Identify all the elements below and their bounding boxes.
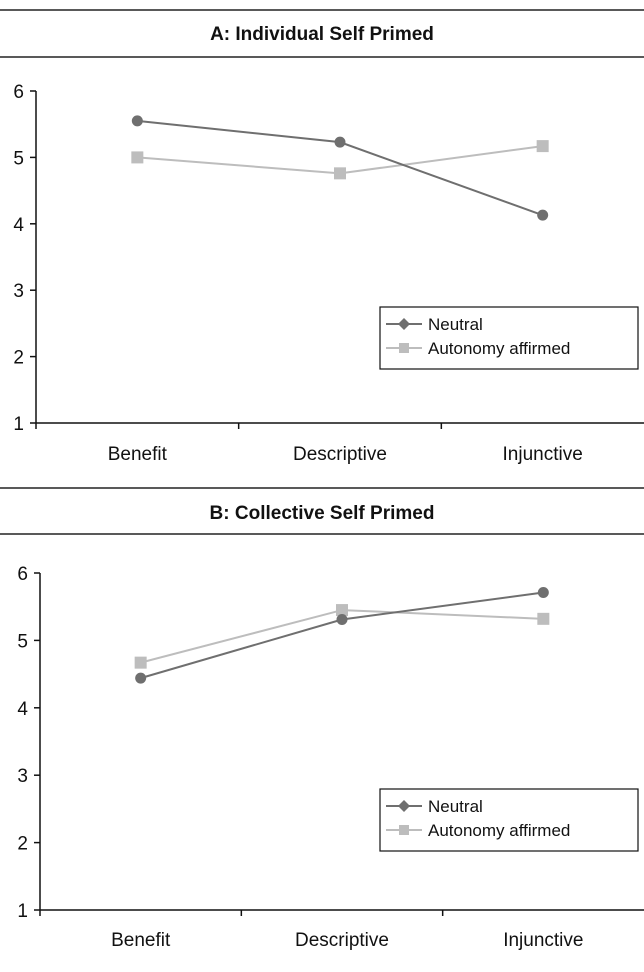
x-tick-label: Injunctive (503, 930, 583, 951)
y-tick-label: 2 (17, 834, 28, 855)
x-tick-label: Benefit (108, 444, 168, 465)
data-point-neutral (131, 115, 143, 127)
data-point-autonomy-affirmed (536, 140, 549, 153)
y-tick-label: 6 (17, 564, 28, 585)
x-tick-label: Benefit (111, 930, 171, 951)
data-point-neutral (537, 587, 549, 599)
data-point-autonomy-affirmed (537, 612, 550, 625)
y-tick-label: 3 (13, 281, 24, 302)
legend-label: Neutral (428, 797, 483, 816)
y-tick-label: 2 (13, 348, 24, 369)
chart-panel-b: B: Collective Self Primed 1 2 3 4 5 6 Benefit De… (0, 487, 644, 951)
data-point-autonomy-affirmed (336, 604, 348, 617)
y-tick-label: 1 (17, 901, 28, 922)
chart-title: B: Collective Self Primed (210, 503, 435, 524)
x-tick-label: Descriptive (295, 930, 389, 951)
legend-box (379, 788, 639, 852)
y-tick-label: 4 (13, 215, 24, 236)
chart-title: A: Individual Self Primed (210, 24, 434, 45)
y-tick-label: 6 (13, 82, 24, 103)
y-tick-label: 5 (13, 148, 24, 169)
legend: Neutral Autonomy affirmed (379, 306, 639, 370)
legend-marker-autonomy-affirmed (399, 825, 409, 835)
data-point-neutral (336, 614, 348, 626)
legend-marker-neutral (398, 318, 410, 330)
legend-label: Autonomy affirmed (428, 339, 570, 358)
y-tick-label: 1 (13, 414, 24, 435)
x-tick-label: Descriptive (293, 444, 387, 465)
y-tick-label: 5 (17, 631, 28, 652)
data-point-neutral (135, 672, 147, 684)
data-point-neutral (334, 136, 346, 148)
data-point-autonomy-affirmed (134, 656, 147, 669)
y-tick-label: 3 (17, 766, 28, 787)
data-point-neutral (537, 209, 549, 221)
chart-panel-a: A: Individual Self Primed 1 2 3 4 5 6 Benefit De… (0, 9, 644, 465)
legend-label: Neutral (428, 315, 483, 334)
y-tick-label: 4 (17, 699, 28, 720)
legend-box (379, 306, 639, 370)
legend-label: Autonomy affirmed (428, 821, 570, 840)
legend-marker-autonomy-affirmed (399, 343, 409, 353)
data-point-autonomy-affirmed (131, 151, 144, 164)
data-point-autonomy-affirmed (334, 167, 346, 180)
x-tick-label: Injunctive (503, 444, 583, 465)
legend-marker-neutral (398, 800, 410, 812)
legend: Neutral Autonomy affirmed (379, 788, 639, 852)
